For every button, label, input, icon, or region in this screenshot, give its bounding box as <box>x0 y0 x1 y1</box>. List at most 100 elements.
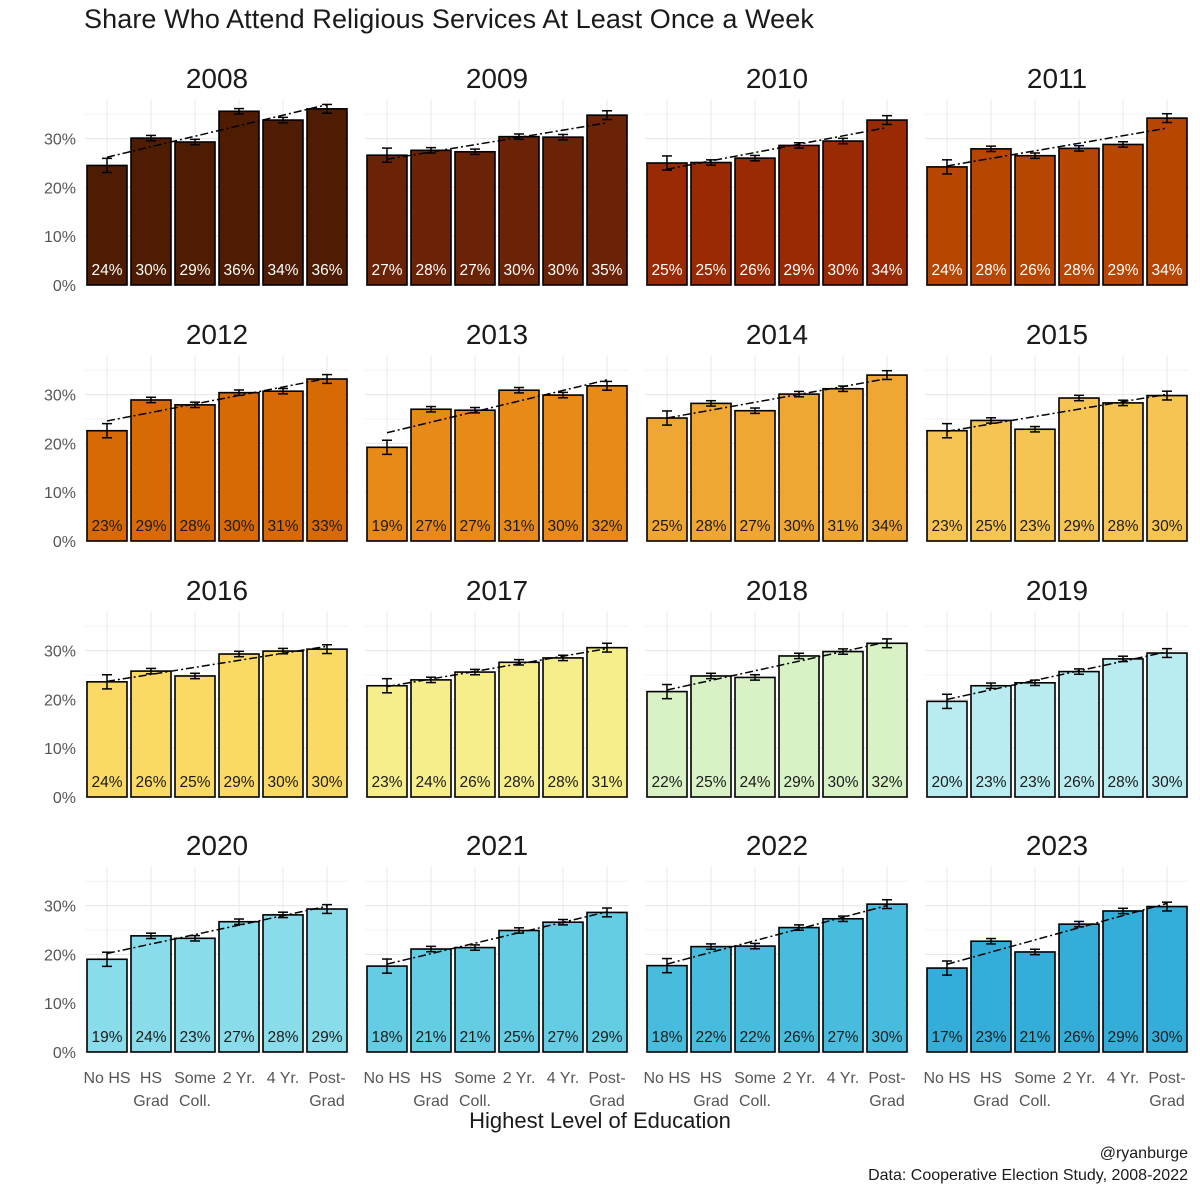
bar-value-label: 20% <box>931 774 962 791</box>
bar-value-label: 26% <box>1063 774 1094 791</box>
bar-value-label: 28% <box>547 774 578 791</box>
error-bar <box>146 932 156 940</box>
y-tick-label: 0% <box>53 278 76 295</box>
trend-line <box>946 393 1168 433</box>
bar <box>306 648 348 798</box>
bar-value-label: 18% <box>371 1029 402 1046</box>
bar-value-label: 30% <box>827 262 858 279</box>
bar <box>218 653 260 798</box>
bar-value-label: 30% <box>1151 518 1182 535</box>
bar <box>1014 154 1056 286</box>
error-bar <box>322 103 332 114</box>
panel-2021: 2021 18% 21% 21% 25% 27% 29% No HS HS Grad Some Col… <box>363 830 629 1110</box>
error-bar <box>602 642 612 653</box>
error-bar <box>278 116 288 124</box>
bar <box>218 391 260 542</box>
credit-handle: @ryanburge <box>1099 1145 1188 1162</box>
bar <box>306 378 348 542</box>
bar <box>866 374 908 542</box>
facet-title-2023: 2023 <box>1026 830 1088 861</box>
error-bar <box>470 148 480 156</box>
x-tick-label: Some <box>734 1070 776 1087</box>
bar <box>1058 923 1100 1053</box>
x-tick-label: No HS <box>83 1070 130 1087</box>
bar-value-label: 30% <box>827 774 858 791</box>
bar <box>646 162 688 286</box>
bar <box>498 135 540 286</box>
error-bar <box>514 386 524 394</box>
error-bar <box>190 138 200 146</box>
bar <box>970 148 1012 286</box>
bar-value-label: 26% <box>739 262 770 279</box>
error-bar <box>102 674 112 690</box>
panel-2020: 2020 0% 10% 20% 30% 19% 24% 23% 27% 28% 29% No HS HS… <box>44 830 349 1110</box>
x-tick-label: Post- <box>868 1070 905 1087</box>
bar <box>734 676 776 798</box>
bar <box>734 409 776 542</box>
facet-title-2010: 2010 <box>746 63 808 94</box>
bar <box>366 154 408 286</box>
error-bar <box>794 652 804 660</box>
x-tick-label: 2 Yr. <box>223 1070 256 1087</box>
bar <box>866 642 908 798</box>
error-bar <box>706 672 716 680</box>
bar-value-label: 30% <box>1151 1029 1182 1046</box>
error-bar <box>102 157 112 174</box>
x-tick-label: No HS <box>923 1070 970 1087</box>
y-tick-label: 0% <box>53 534 76 551</box>
bar-value-label: 22% <box>739 1029 770 1046</box>
bar-value-label: 29% <box>135 518 166 535</box>
y-tick-label: 10% <box>44 996 76 1013</box>
facet-title-2015: 2015 <box>1026 319 1088 350</box>
bar <box>822 917 864 1053</box>
error-bar <box>322 903 332 915</box>
y-tick-label: 20% <box>44 692 76 709</box>
bar-value-label: 23% <box>1019 518 1050 535</box>
x-tick-label: 4 Yr. <box>827 1070 860 1087</box>
bar <box>366 684 408 798</box>
error-bar <box>706 399 716 407</box>
bar-value-label: 30% <box>871 1029 902 1046</box>
trend-line <box>386 379 608 434</box>
y-tick-label: 0% <box>53 790 76 807</box>
error-bar <box>426 405 436 413</box>
bar-value-label: 31% <box>827 518 858 535</box>
trend-line <box>666 377 888 419</box>
x-tick-label: Coll. <box>1019 1093 1051 1110</box>
error-bar <box>470 668 480 676</box>
error-bar <box>190 672 200 680</box>
bar <box>498 929 540 1053</box>
bar-value-label: 24% <box>91 262 122 279</box>
bar-value-label: 29% <box>1107 262 1138 279</box>
error-bar <box>1162 647 1172 659</box>
error-bar <box>662 957 672 974</box>
bar <box>586 114 628 286</box>
bar <box>734 945 776 1053</box>
x-tick-label: Grad <box>869 1093 905 1110</box>
bar-value-label: 21% <box>1019 1029 1050 1046</box>
bar-value-label: 34% <box>267 262 298 279</box>
bar <box>1102 143 1144 286</box>
facet-title-2014: 2014 <box>746 319 808 350</box>
facet-title-2012: 2012 <box>186 319 248 350</box>
bar <box>734 157 776 286</box>
bar <box>866 119 908 286</box>
bar-value-label: 29% <box>783 262 814 279</box>
bar <box>822 140 864 286</box>
bar-value-label: 27% <box>223 1029 254 1046</box>
bar-value-label: 17% <box>931 1029 962 1046</box>
bar-value-label: 22% <box>651 774 682 791</box>
trend-line <box>666 641 888 691</box>
bar-value-label: 30% <box>783 518 814 535</box>
error-bar <box>382 147 392 164</box>
panel-2022: 2022 18% 22% 22% 26% 27% 30% No HS HS Grad Some Col… <box>643 830 909 1110</box>
bar-value-label: 30% <box>547 518 578 535</box>
bar-value-label: 34% <box>871 262 902 279</box>
error-bar <box>882 898 892 910</box>
error-bar <box>750 407 760 415</box>
error-bar <box>750 674 760 681</box>
panel-2023: 2023 17% 23% 21% 26% 29% 30% No HS HS Grad Some Col… <box>923 830 1189 1110</box>
error-bar <box>558 133 568 141</box>
credit-block: @ryanburge Data: Cooperative Election St… <box>868 1143 1188 1187</box>
facet-title-2017: 2017 <box>466 575 528 606</box>
